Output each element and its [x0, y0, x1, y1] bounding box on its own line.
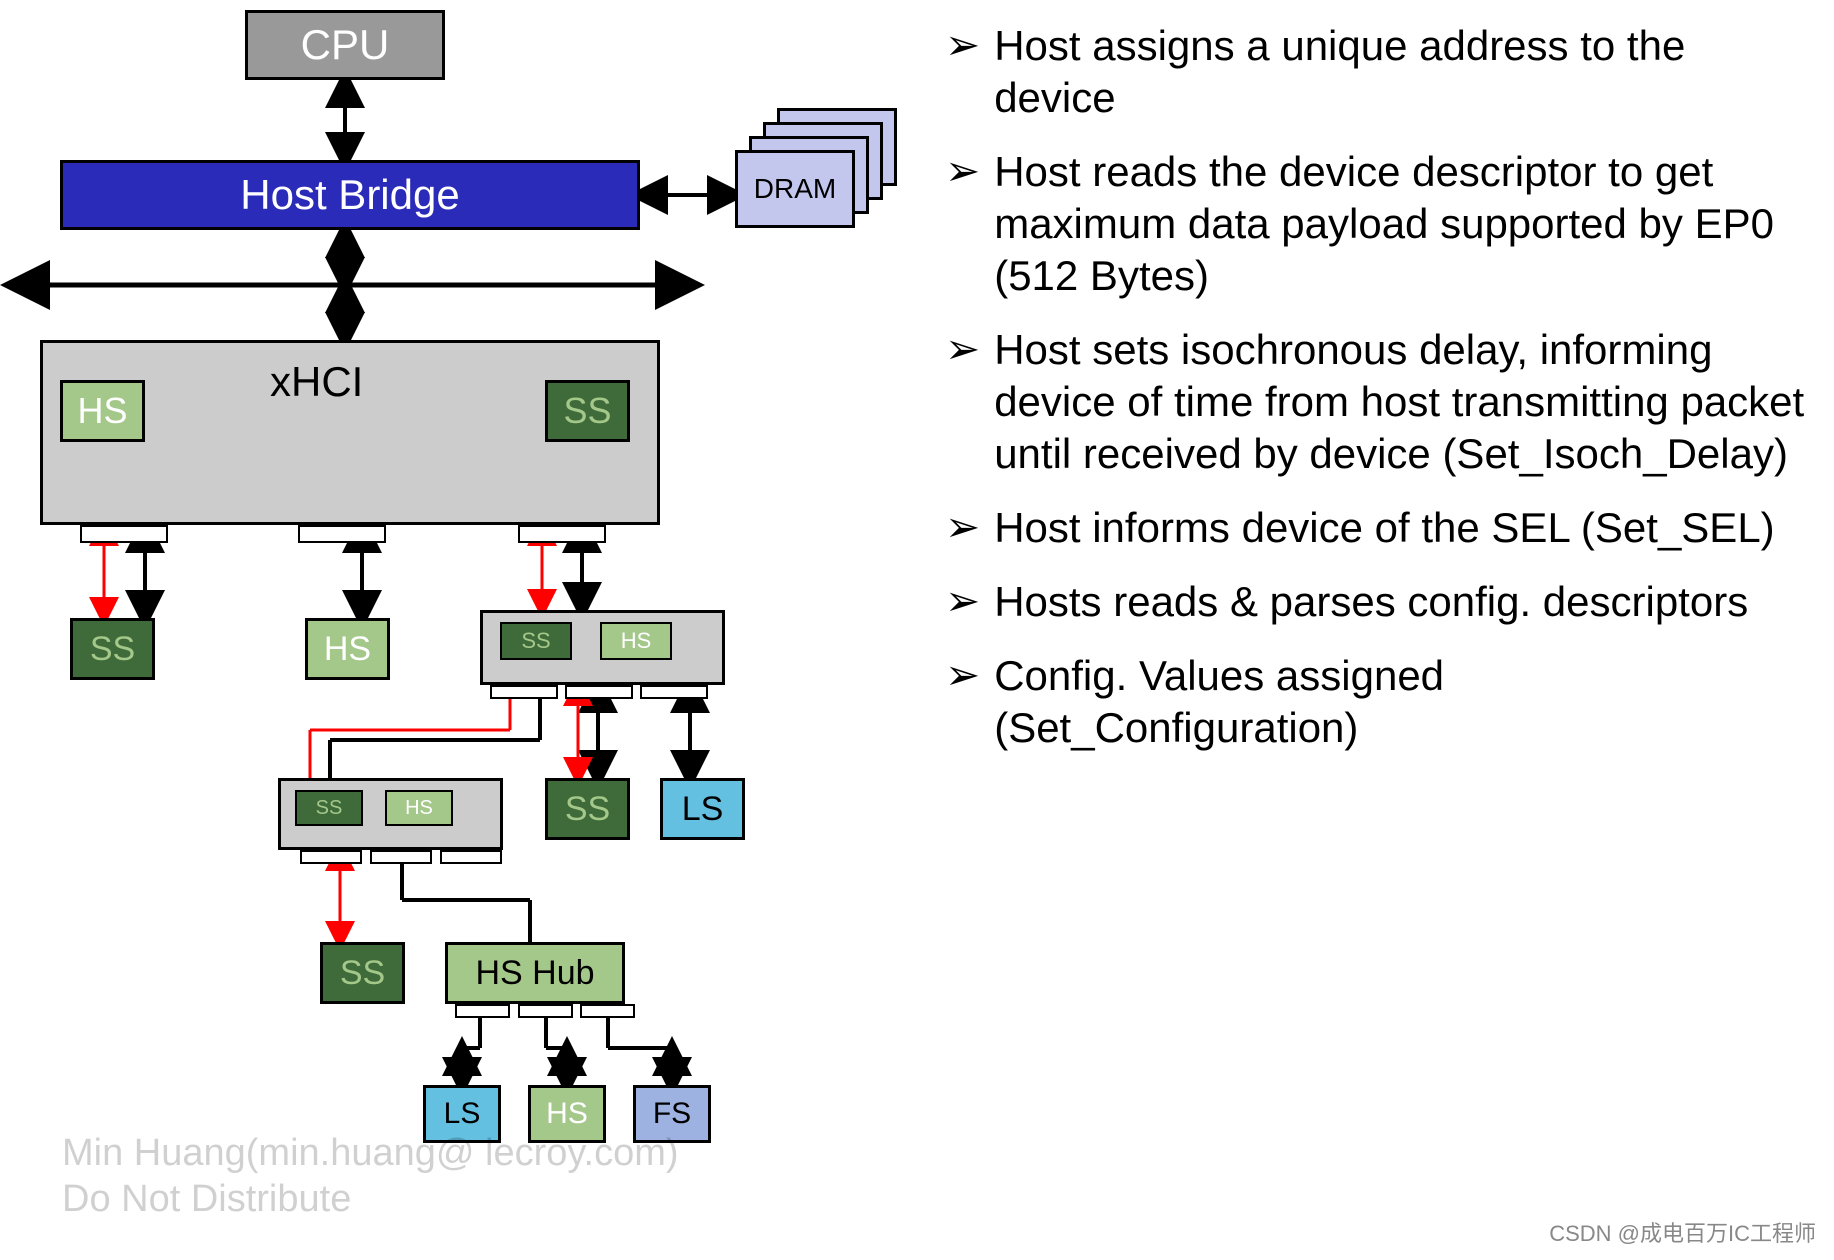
bullet-item: ➢ Host informs device of the SEL (Set_SEL…: [945, 502, 1815, 554]
bullet-text: Hosts reads & parses config. descriptors: [994, 576, 1748, 628]
xhci-label: xHCI: [270, 358, 363, 406]
bullet-list: ➢ Host assigns a unique address to the de…: [945, 20, 1815, 776]
hub1-hs-box: HS: [600, 622, 672, 660]
cpu-label: CPU: [301, 21, 390, 69]
bullet-text: Host sets isochronous delay, informing d…: [994, 324, 1815, 480]
bullet-marker-icon: ➢: [945, 20, 980, 70]
port: [640, 685, 708, 699]
ss-device-3: SS: [320, 942, 405, 1004]
ls-device-2-label: LS: [444, 1097, 481, 1131]
hub2-ss-box: SS: [295, 790, 363, 826]
bullet-marker-icon: ➢: [945, 576, 980, 626]
hub1-ss-label: SS: [521, 628, 550, 654]
ss-device-3-label: SS: [340, 954, 385, 993]
hs-device-1-label: HS: [324, 630, 371, 669]
bullet-marker-icon: ➢: [945, 650, 980, 700]
bullet-marker-icon: ➢: [945, 146, 980, 196]
watermark-line1: Min Huang(min.huang@ lecroy.com): [62, 1130, 679, 1176]
xhci-ss-box: SS: [545, 380, 630, 442]
watermark-line2: Do Not Distribute: [62, 1176, 679, 1222]
port: [518, 525, 606, 543]
port: [518, 1004, 573, 1018]
bullet-marker-icon: ➢: [945, 324, 980, 374]
dram-card: DRAM: [735, 150, 855, 228]
bullet-item: ➢ Host reads the device descriptor to get…: [945, 146, 1815, 302]
bullet-item: ➢ Config. Values assigned (Set_Configurat…: [945, 650, 1815, 754]
xhci-hs-label: HS: [77, 390, 127, 432]
port: [298, 525, 386, 543]
watermark: Min Huang(min.huang@ lecroy.com) Do Not …: [62, 1130, 679, 1222]
port: [80, 525, 168, 543]
bullet-text: Config. Values assigned (Set_Configurati…: [994, 650, 1815, 754]
bullet-marker-icon: ➢: [945, 502, 980, 552]
ss-device-2-label: SS: [565, 790, 610, 829]
port: [440, 850, 502, 864]
hub1-ss-box: SS: [500, 622, 572, 660]
bullet-text: Host informs device of the SEL (Set_SEL): [994, 502, 1774, 554]
ss-device-2: SS: [545, 778, 630, 840]
hub2-ss-label: SS: [316, 797, 343, 820]
bullet-item: ➢ Host assigns a unique address to the de…: [945, 20, 1815, 124]
hub2-hs-label: HS: [405, 797, 433, 820]
bullet-text: Host assigns a unique address to the dev…: [994, 20, 1815, 124]
port: [580, 1004, 635, 1018]
ss-device-1: SS: [70, 618, 155, 680]
ls-device-1: LS: [660, 778, 745, 840]
xhci-ss-label: SS: [563, 390, 611, 432]
ss-device-1-label: SS: [90, 630, 135, 669]
hub2-hs-box: HS: [385, 790, 453, 826]
port: [455, 1004, 510, 1018]
hs-device-1: HS: [305, 618, 390, 680]
hs-hub: HS Hub: [445, 942, 625, 1004]
hs-device-2-label: HS: [546, 1097, 588, 1131]
port: [490, 685, 558, 699]
bullet-text: Host reads the device descriptor to get …: [994, 146, 1815, 302]
hs-hub-label: HS Hub: [475, 954, 594, 993]
host-bridge-label: Host Bridge: [240, 171, 459, 219]
cpu-node: CPU: [245, 10, 445, 80]
usb-topology-diagram: CPU Host Bridge DRAM xHCI HS SS SS HS SS…: [0, 0, 920, 1260]
csdn-watermark: CSDN @成电百万IC工程师: [1549, 1216, 1816, 1248]
host-bridge-node: Host Bridge: [60, 160, 640, 230]
fs-device-1-label: FS: [653, 1097, 691, 1131]
bullet-item: ➢ Host sets isochronous delay, informing …: [945, 324, 1815, 480]
dram-label: DRAM: [754, 173, 836, 205]
ls-device-1-label: LS: [682, 790, 724, 829]
bullet-item: ➢ Hosts reads & parses config. descriptor…: [945, 576, 1815, 628]
xhci-hs-box: HS: [60, 380, 145, 442]
hub1-hs-label: HS: [621, 628, 652, 654]
port: [300, 850, 362, 864]
port: [370, 850, 432, 864]
port: [565, 685, 633, 699]
